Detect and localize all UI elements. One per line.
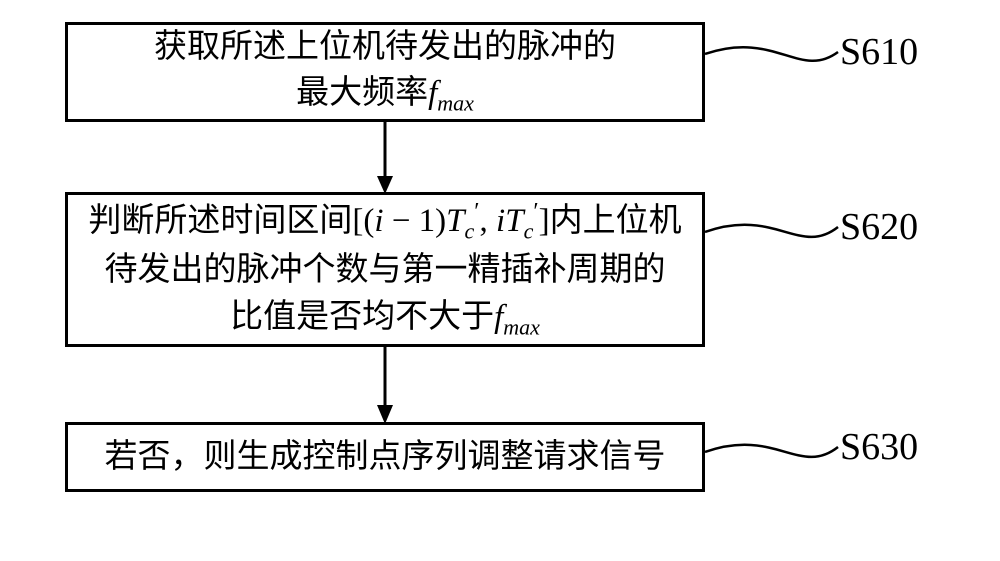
flowchart-box-2: 判断所述时间区间[(i − 1)Tc′, iTc′]内上位机 待发出的脉冲个数与… — [65, 192, 705, 347]
arrow-1 — [373, 122, 397, 195]
box-1-line-2: 最大频率fmax — [296, 70, 474, 119]
flowchart-box-1: 获取所述上位机待发出的脉冲的 最大频率fmax — [65, 22, 705, 122]
arrow-2 — [373, 347, 397, 425]
label-s620: S620 — [840, 205, 918, 249]
flowchart-box-3: 若否，则生成控制点序列调整请求信号 — [65, 422, 705, 492]
box-2-line-1: 判断所述时间区间[(i − 1)Tc′, iTc′]内上位机 — [88, 196, 681, 247]
label-curve-1 — [705, 22, 845, 92]
box-1-line-1: 获取所述上位机待发出的脉冲的 — [154, 24, 616, 70]
label-s610: S610 — [840, 30, 918, 74]
box-3-line-1: 若否，则生成控制点序列调整请求信号 — [105, 434, 666, 480]
box-2-line-2: 待发出的脉冲个数与第一精插补周期的 — [105, 247, 666, 293]
label-curve-2 — [705, 197, 845, 267]
label-s630: S630 — [840, 425, 918, 469]
label-curve-3 — [705, 417, 845, 487]
box-2-line-3: 比值是否均不大于fmax — [230, 294, 540, 343]
